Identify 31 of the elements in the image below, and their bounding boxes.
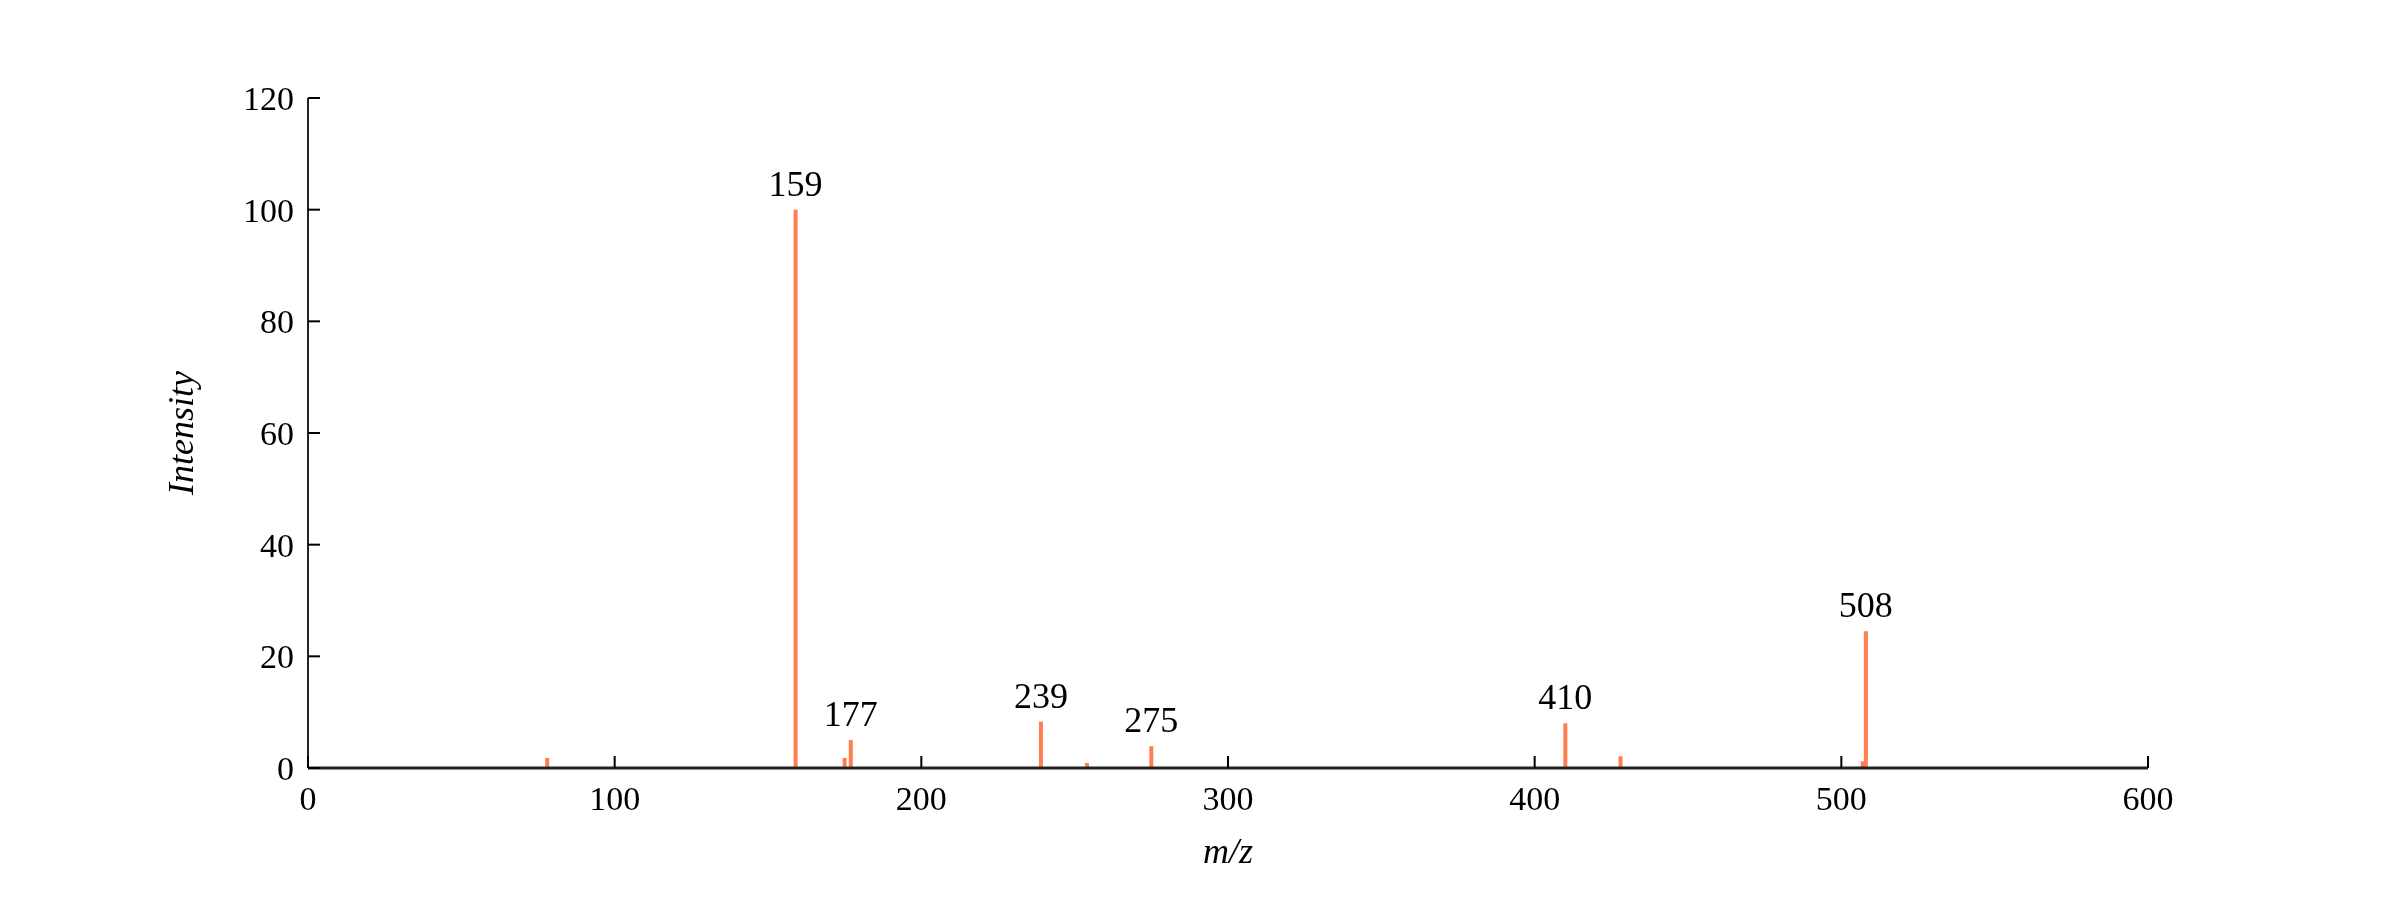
bar [1149, 746, 1154, 768]
y-tick-label: 80 [260, 303, 294, 341]
bar [848, 740, 853, 768]
bar [1563, 723, 1568, 768]
x-tick-label: 200 [895, 780, 947, 817]
y-tick-label: 0 [277, 750, 294, 787]
annotation: 410 [1538, 677, 1593, 718]
bar [793, 209, 798, 768]
annotation: 177 [823, 694, 878, 735]
bar [1863, 631, 1868, 768]
x-tick-label: 0 [299, 780, 317, 817]
y-tick-label: 40 [260, 526, 294, 564]
x-tick-label: 500 [1815, 780, 1867, 817]
bar [545, 757, 550, 768]
bar [842, 757, 847, 768]
annotation: 508 [1838, 585, 1893, 626]
annotation: 239 [1013, 675, 1068, 716]
y-tick-label: 60 [260, 415, 294, 452]
bar [1618, 756, 1623, 768]
bar [1038, 721, 1043, 768]
y-tick-label: 100 [243, 191, 294, 229]
x-axis-title: m/z [1202, 831, 1254, 871]
x-tick-label: 400 [1509, 780, 1561, 817]
y-tick-label: 120 [243, 80, 294, 117]
y-axis-title: Intensity [161, 371, 201, 496]
x-tick-label: 100 [589, 780, 641, 817]
annotation: 275 [1124, 700, 1179, 741]
x-tick-label: 600 [2122, 780, 2174, 817]
x-tick-label: 300 [1202, 780, 1254, 817]
annotation: 159 [768, 163, 823, 204]
y-tick-label: 20 [260, 638, 294, 676]
